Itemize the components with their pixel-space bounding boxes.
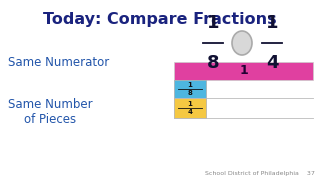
Text: 1: 1: [266, 14, 278, 32]
Text: School District of Philadelphia    37: School District of Philadelphia 37: [205, 171, 315, 176]
Text: Today: Compare Fractions: Today: Compare Fractions: [43, 12, 277, 27]
Text: 8: 8: [188, 90, 192, 96]
Text: 4: 4: [188, 109, 193, 115]
Text: 1: 1: [207, 14, 219, 32]
Text: Same Number
of Pieces: Same Number of Pieces: [8, 98, 92, 126]
Text: 1: 1: [188, 82, 192, 88]
Text: 4: 4: [266, 54, 278, 72]
Text: 1: 1: [239, 64, 248, 78]
Text: 1: 1: [188, 101, 192, 107]
Text: 8: 8: [207, 54, 219, 72]
Bar: [174, 80, 206, 98]
Text: Same Numerator: Same Numerator: [8, 55, 109, 69]
Bar: [174, 98, 206, 118]
Ellipse shape: [232, 31, 252, 55]
Bar: [174, 62, 313, 80]
